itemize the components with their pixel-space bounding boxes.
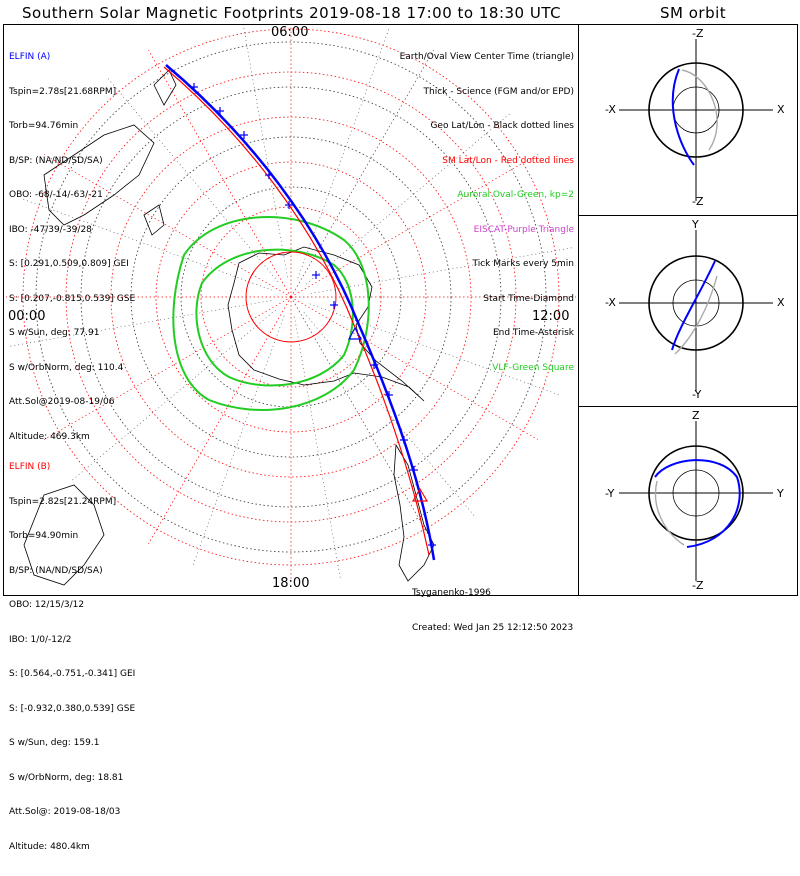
elfin-a-center-triangle	[347, 326, 363, 340]
elfin-a-line-5: S: [0.291,0.509,0.809] GEI	[9, 259, 129, 269]
legend-item-4: Auroral Oval-Green, kp=2	[457, 190, 574, 200]
orbit-xy-right: X	[777, 296, 785, 309]
elfin-b-line-7: S w/Sun, deg: 159.1	[9, 738, 100, 748]
legend-item-1: Thick - Science (FGM and/or EPD)	[423, 86, 574, 97]
legend-item-6: Tick Marks every 5min	[472, 259, 574, 269]
sm-orbit-panel-xy: Y -Y -X X	[578, 215, 798, 407]
elfin-b-name: ELFIN (B)	[9, 462, 51, 472]
sm-orbit-panel-yz: Z -Z -Y Y	[578, 406, 798, 596]
elfin-a-line-7: S w/Sun, deg: 77.91	[9, 328, 100, 338]
orbit-xz-top: -Z	[692, 27, 704, 40]
clock-label-18: 18:00	[272, 576, 310, 591]
geo-lon-line	[23, 198, 273, 291]
sm-lon-line	[44, 154, 292, 298]
geo-lon-line	[297, 29, 390, 279]
sm-orbit-title: SM orbit	[660, 4, 727, 22]
orbit-xz-left: -X	[605, 103, 616, 116]
sm-lon-line	[148, 296, 292, 544]
elfin-b-line-5: S: [0.564,-0.751,-0.341] GEI	[9, 669, 136, 679]
antarctica-coastline	[227, 246, 425, 402]
elfin-b-line-6: S: [-0.932,0.380,0.539] GSE	[9, 703, 136, 714]
elfin-a-line-10: Altitude: 469.3km	[9, 431, 90, 442]
auroral-oval-outer	[172, 216, 370, 411]
sm-lat-circle	[200, 206, 382, 388]
orbit-plot-yz	[619, 421, 773, 581]
geo-lon-line	[306, 113, 510, 285]
clock-label-12: 12:00	[532, 309, 570, 324]
legend-item-9: VLF-Green Square	[492, 362, 574, 373]
orbit-yz-right: Y	[777, 487, 784, 500]
orbit-xy-top: Y	[692, 218, 699, 231]
main-title: Southern Solar Magnetic Footprints 2019-…	[22, 4, 562, 22]
geo-lon-line	[107, 78, 279, 282]
elfin-b-trajectory	[163, 66, 430, 556]
elfin-b-line-9: Att.Sol@: 2019-08-18/03	[9, 807, 121, 817]
legend-item-8: End Time-Asterisk	[492, 328, 574, 338]
coastlines	[23, 69, 435, 586]
orbit-plot-xz	[619, 39, 773, 201]
orbit-xy-bottom: -Y	[692, 388, 702, 401]
orbit-yz-top: Z	[692, 409, 700, 422]
geo-lon-line	[310, 247, 572, 294]
geo-lat-circle	[35, 41, 547, 553]
elfin-b-center-triangle	[411, 487, 429, 502]
elfin-a-line-4: IBO: -47/39/-39/28	[9, 224, 92, 235]
auroral-oval	[172, 216, 370, 411]
elfin-b-line-1: Torb=94.90min	[9, 531, 79, 541]
clock-label-00: 00:00	[8, 309, 46, 324]
elfin-a-line-3: OBO: -68/-14/-63/-21	[9, 190, 103, 200]
legend-item-3: SM Lat/Lon - Red dotted lines	[442, 155, 574, 166]
legend: Earth/Oval View Center Time (triangle) T…	[400, 29, 574, 397]
sm-lon-line	[44, 296, 292, 440]
island-coastline	[143, 204, 165, 236]
africa-coastline	[23, 484, 105, 586]
elfin-b-line-8: S w/OrbNorm, deg: 18.81	[9, 772, 124, 783]
orbit-xz-bottom: -Z	[692, 195, 704, 208]
sm-lon-line	[290, 50, 434, 298]
elfin-a-trajectory	[165, 64, 436, 561]
footprint-map-panel: 06:00 00:00 12:00 18:00 ELFIN (A) Tspin=…	[3, 24, 579, 852]
legend-item-7: Start Time-Diamond	[483, 293, 574, 304]
auroral-oval-inner	[195, 248, 354, 387]
geo-lon-line	[294, 316, 341, 578]
south-america-coastline	[393, 443, 435, 582]
elfin-a-line-1: Torb=94.76min	[9, 121, 79, 131]
geo-lon-line	[192, 315, 285, 565]
credits-author: Tsyganenko-1996	[412, 588, 491, 598]
legend-item-2: Geo Lat/Lon - Black dotted lines	[430, 121, 574, 131]
elfin-b-line-10: Altitude: 480.4km	[9, 841, 90, 852]
newzealand-coastline	[153, 69, 177, 106]
credits: Tsyganenko-1996 Created: Wed Jan 25 12:1…	[412, 565, 573, 657]
elfin-a-name: ELFIN (A)	[9, 52, 51, 62]
elfin-a-line-9: Att.Sol@2019-08-19/06	[9, 397, 115, 407]
credits-created: Created: Wed Jan 25 12:12:50 2023	[412, 622, 574, 633]
elfin-a-line-0: Tspin=2.78s[21.68RPM]	[9, 86, 117, 97]
legend-item-5: EISCAT-Purple Triangle	[473, 224, 574, 235]
elfin-a-line-8: S w/OrbNorm, deg: 110.4	[9, 362, 124, 373]
geo-lon-line	[10, 300, 272, 347]
elfin-b-line-2: B/SP: (NA/ND/SD/SA)	[9, 565, 103, 576]
elfin-a-line-6: S: [0.207,-0.815,0.539] GSE	[9, 293, 136, 304]
geo-lat-circle	[80, 86, 502, 508]
orbit-plot-xy	[619, 230, 773, 392]
elfin-b-line-0: Tspin=2.82s[21.24RPM]	[9, 496, 117, 507]
sm-lat-circle	[155, 161, 427, 433]
footprint-map	[6, 25, 576, 586]
orbit-xz-right: X	[777, 103, 785, 116]
elfin-b-line-3: OBO: 12/15/3/12	[9, 600, 85, 610]
orbit-yz-bottom: -Z	[692, 579, 704, 592]
geo-lon-line	[242, 25, 288, 278]
legend-item-0: Earth/Oval View Center Time (triangle)	[399, 52, 574, 62]
elfin-a-info: ELFIN (A) Tspin=2.78s[21.68RPM] Torb=94.…	[9, 29, 135, 466]
elfin-b-line-4: IBO: 1/0/-12/2	[9, 634, 72, 645]
australia-coastline	[43, 124, 155, 226]
elfin-b-info: ELFIN (B) Tspin=2.82s[21.24RPM] Torb=94.…	[9, 439, 135, 876]
sm-orbit-panel-xz: -Z -Z -X X	[578, 24, 798, 216]
clock-label-06: 06:00	[271, 25, 309, 40]
sm-polar-circle	[245, 251, 337, 343]
elfin-a-line-2: B/SP: (NA/ND/SD/SA)	[9, 155, 103, 166]
geo-lon-line	[72, 309, 276, 481]
orbit-yz-left: -Y	[605, 487, 615, 500]
orbit-xy-left: -X	[605, 296, 616, 309]
